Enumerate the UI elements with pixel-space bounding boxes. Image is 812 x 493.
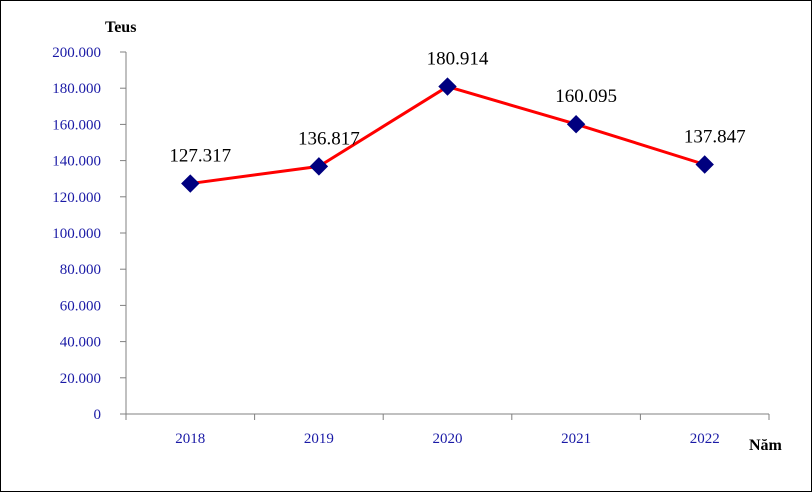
series-line [190,85,706,186]
y-tick-label: 40.000 [60,335,101,351]
data-point-marker [438,77,457,96]
y-tick-label: 200.000 [52,45,101,61]
data-point-marker [181,174,200,193]
x-tick-label: 2022 [690,431,720,447]
y-tick-label: 120.000 [52,190,101,206]
x-tick-label: 2020 [433,431,463,447]
data-label: 136.817 [298,128,360,149]
y-tick-label: 160.000 [52,117,101,133]
data-point-marker [695,155,714,174]
data-label: 160.095 [555,86,617,107]
data-label: 137.847 [684,126,746,147]
y-tick-label: 0 [94,407,102,423]
x-tick-label: 2018 [175,431,205,447]
x-tick-label: 2019 [304,431,334,447]
x-tick-label: 2021 [561,431,591,447]
data-point-marker [566,115,586,134]
y-tick-label: 180.000 [52,81,101,97]
y-tick-label: 60.000 [60,298,101,314]
y-tick-label: 80.000 [60,262,101,278]
y-axis-title: Teus [105,19,136,36]
x-axis-title: Năm [749,437,783,454]
y-tick-label: 140.000 [52,154,101,170]
data-point-marker [309,157,329,176]
y-tick-label: 100.000 [52,226,101,242]
data-label: 127.317 [169,146,231,167]
y-tick-label: 20.000 [60,371,101,387]
data-label: 180.914 [427,49,489,70]
